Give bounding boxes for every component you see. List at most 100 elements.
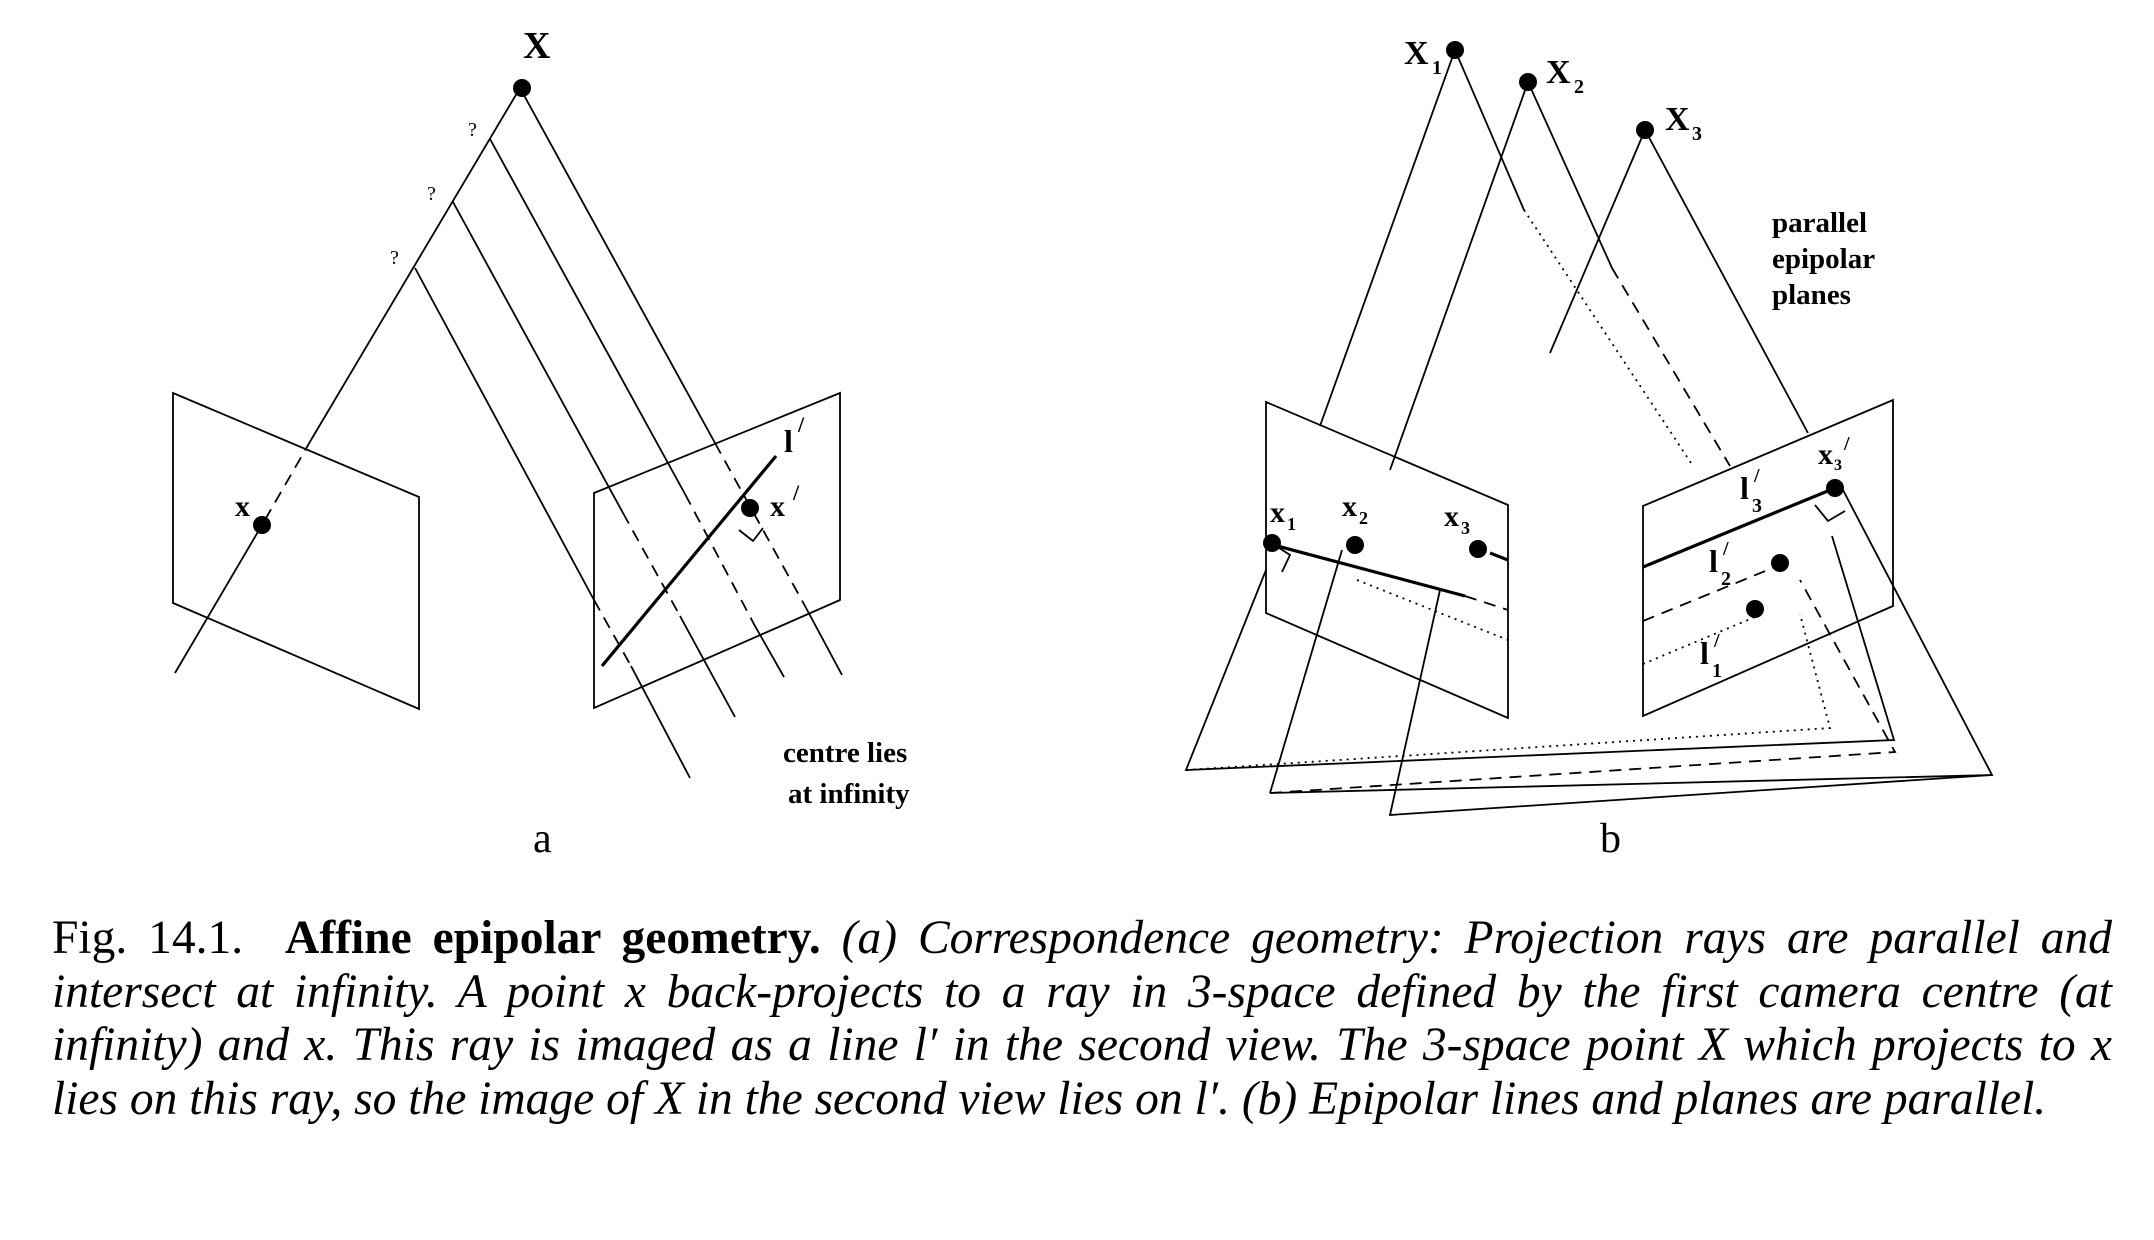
label-X1-sub: 1 (1432, 57, 1442, 79)
parallel-ray-1-hidden (684, 493, 756, 627)
caption-lead: Fig. 14.1. (52, 912, 244, 964)
label-X3-sub: 3 (1692, 123, 1702, 145)
point-X2 (1519, 73, 1537, 91)
point-x1 (1263, 534, 1281, 552)
label-x3-prime-mark: / (1843, 433, 1850, 455)
ray-X1-right-hidden (1523, 209, 1694, 467)
label-l-prime-mark: / (797, 412, 805, 437)
note-planes: planes (1772, 279, 1851, 311)
label-l2-prime-mark: / (1722, 538, 1729, 560)
label-X: X (523, 25, 550, 67)
label-l2-prime: l (1709, 543, 1718, 579)
label-x3-prime: x (1818, 438, 1833, 471)
point-X (513, 79, 531, 97)
image-plane-b-left (1265, 400, 1509, 720)
plane-outline-2b (1269, 489, 1994, 794)
ray-lower-segment (174, 524, 263, 674)
point-X1 (1446, 41, 1464, 59)
figure-a: X x x / l / ? ? ? centre lies at infinit… (172, 25, 910, 862)
label-x2: x (1342, 490, 1357, 523)
parallel-ray-2-lower (679, 615, 736, 718)
parallel-ray-3 (414, 267, 595, 601)
plane-dotted-back (1185, 613, 1832, 771)
image-plane-right (593, 391, 841, 710)
right-angle-marker-b-right (1814, 504, 1846, 523)
parallel-ray-2 (452, 201, 624, 514)
note-epipolar: epipolar (1772, 243, 1875, 275)
label-x-prime: x (770, 490, 785, 523)
question-mark-3: ? (390, 247, 399, 269)
point-x1-prime (1746, 600, 1764, 618)
label-l2-prime-sub: 2 (1721, 568, 1731, 590)
epipolar-line-left-3 (1356, 579, 1509, 641)
note-centre-line2: at infinity (788, 778, 910, 810)
caption-text: (a) Correspondence geometry: Projection … (52, 912, 2113, 1125)
label-x3: x (1444, 500, 1459, 533)
point-x (253, 516, 271, 534)
label-X2: X (1546, 54, 1571, 91)
image-plane-left (172, 391, 420, 711)
ray-hidden-segment (261, 439, 312, 526)
label-l1-prime-mark: / (1713, 630, 1720, 652)
parallel-ray-3-hidden (593, 599, 632, 667)
plane-dashed-back (1269, 579, 1897, 794)
label-x1-sub: 1 (1287, 514, 1296, 534)
ray-X2-right (1527, 81, 1613, 269)
figure-b: X 1 X 2 X 3 x 1 x 2 x 3 x 3 / l 3 / l 2 … (1184, 35, 1994, 862)
plane-outline-1 (1184, 535, 1896, 771)
ray-X1-right (1454, 49, 1525, 211)
label-X2-sub: 2 (1574, 76, 1584, 98)
epipolar-line-l1-prime (1642, 616, 1756, 665)
point-x-prime (741, 499, 759, 517)
label-x: x (235, 490, 250, 523)
right-angle-marker (738, 527, 764, 543)
parallel-ray-1 (489, 138, 686, 495)
label-l3-prime-sub: 3 (1752, 495, 1762, 517)
parallel-ray-1-lower (754, 625, 785, 678)
epipolar-line-l-prime (600, 454, 778, 668)
parallel-ray-3-lower (630, 665, 691, 779)
ray-from-X (519, 87, 716, 444)
plane-outline-2a (1269, 549, 1343, 794)
plane-outline-3 (1388, 589, 1993, 816)
image-plane-b-right (1642, 398, 1894, 718)
point-X3 (1636, 121, 1654, 139)
label-x1: x (1270, 496, 1285, 529)
epipolar-line-l3-prime (1642, 486, 1836, 569)
epipolar-line-left-1-hidden (1464, 595, 1509, 611)
ray-X2-right-hidden (1611, 267, 1731, 467)
figure-diagrams: X x x / l / ? ? ? centre lies at infinit… (172, 25, 1994, 862)
ray-X1-left (1319, 49, 1456, 427)
point-x2 (1346, 536, 1364, 554)
point-x2-prime (1771, 554, 1789, 572)
label-l1-prime: l (1700, 635, 1709, 671)
epipolar-line-left-1 (1265, 541, 1466, 598)
parallel-ray-2-hidden (622, 512, 681, 617)
label-x3-sub: 3 (1461, 518, 1470, 538)
panel-label-b: b (1600, 816, 1621, 862)
point-x3-prime (1826, 479, 1844, 497)
epipolar-line-left-2 (1489, 551, 1509, 562)
caption-heading: Affine epipolar geometry. (285, 912, 821, 964)
question-mark-1: ? (468, 119, 477, 141)
label-l-prime: l (784, 423, 793, 459)
label-X3: X (1665, 101, 1690, 138)
label-x-prime-mark: / (792, 480, 800, 505)
ray-through-x (310, 87, 521, 441)
ray-X3-right (1644, 129, 1809, 434)
label-x3-prime-sub: 3 (1834, 457, 1842, 474)
label-X1: X (1404, 35, 1429, 72)
label-l3-prime-mark: / (1753, 465, 1760, 487)
ray-X2-left (1389, 81, 1529, 471)
note-centre-line1: centre lies (783, 737, 907, 769)
ray-from-X-lower (804, 605, 843, 676)
question-mark-2: ? (427, 183, 436, 205)
panel-label-a: a (533, 816, 552, 862)
ray-from-X-hidden (714, 442, 806, 607)
epipolar-line-l2-prime (1642, 564, 1781, 622)
label-l3-prime: l (1740, 470, 1749, 506)
point-x3 (1469, 540, 1487, 558)
label-l1-prime-sub: 1 (1712, 660, 1722, 682)
right-angle-marker-b-left (1275, 545, 1292, 573)
note-parallel: parallel (1772, 207, 1867, 239)
